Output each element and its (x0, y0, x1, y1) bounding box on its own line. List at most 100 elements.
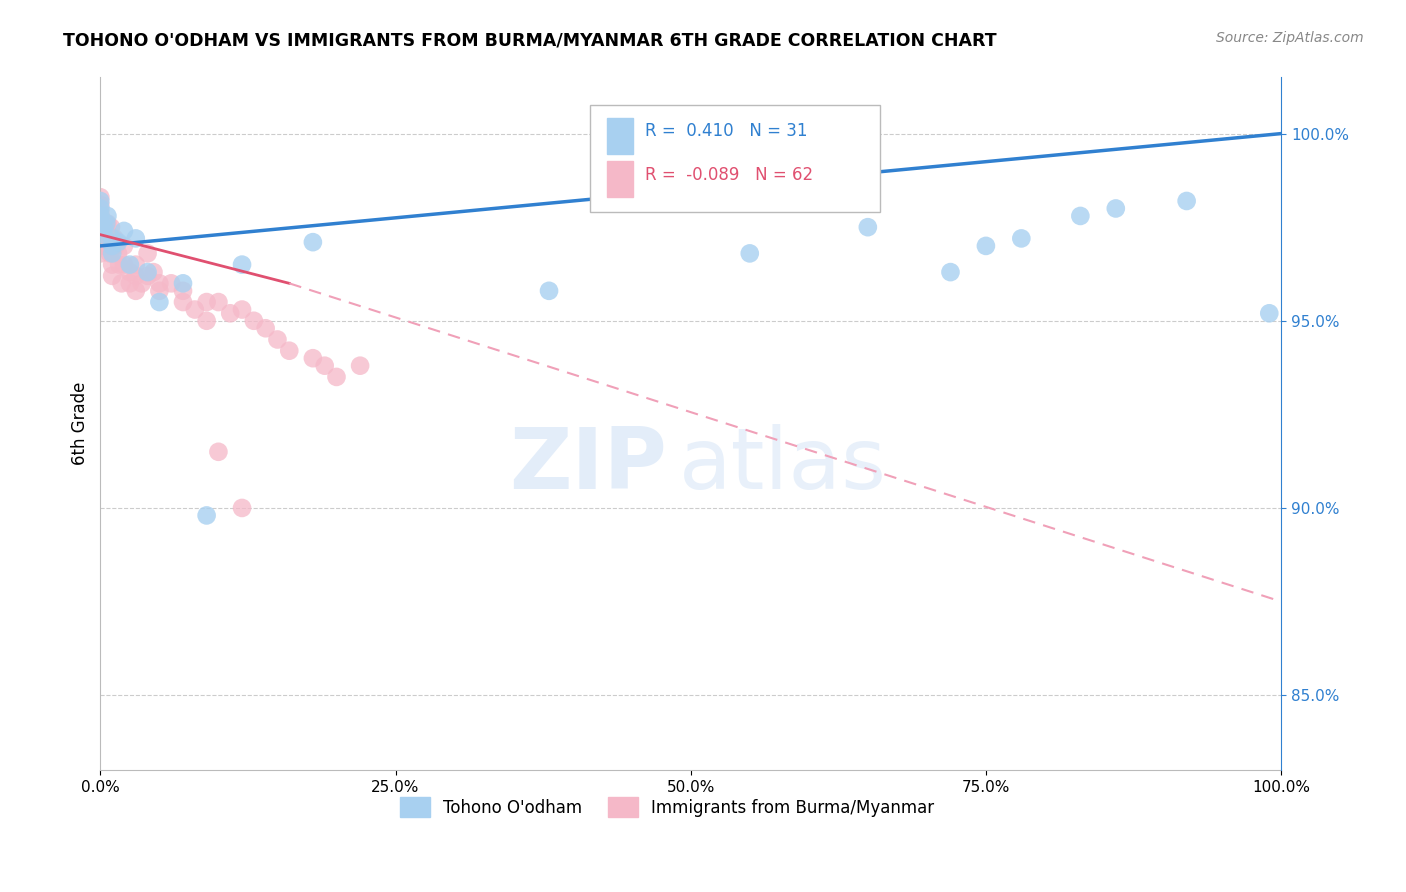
Point (107, 235, 129, 249)
Point (1258, 306, 1281, 320)
Point (89, 209, 111, 223)
Point (172, 284, 194, 298)
Point (96, 216, 118, 230)
Point (96, 216, 118, 230)
Point (131, 277, 153, 291)
Point (89, 231, 111, 245)
Point (101, 239, 124, 253)
Point (100, 220, 122, 235)
Point (738, 246, 761, 260)
Point (172, 277, 194, 291)
Point (231, 302, 253, 317)
Point (148, 277, 170, 291)
Point (142, 265, 165, 279)
Text: ZIP: ZIP (509, 424, 666, 507)
Point (89, 227, 111, 242)
Point (278, 343, 301, 358)
Point (118, 258, 141, 272)
Point (104, 239, 127, 253)
Point (1175, 194, 1198, 208)
Point (207, 444, 229, 458)
Point (94, 235, 117, 249)
Point (136, 246, 159, 260)
Point (219, 306, 242, 320)
Point (974, 239, 997, 253)
Point (101, 246, 124, 260)
Point (112, 224, 135, 238)
Point (98, 239, 121, 253)
Point (96, 209, 118, 223)
Point (107, 246, 129, 260)
Text: R =  0.410   N = 31: R = 0.410 N = 31 (645, 122, 807, 140)
Point (89, 220, 111, 235)
Point (314, 359, 336, 373)
Point (103, 231, 125, 245)
Point (110, 277, 132, 291)
Point (1010, 231, 1032, 245)
Point (89, 202, 111, 216)
Point (96, 239, 118, 253)
Point (89, 198, 111, 212)
Point (148, 295, 170, 310)
Point (125, 258, 148, 272)
Point (89, 216, 111, 230)
Point (195, 314, 218, 328)
Point (89, 239, 111, 253)
Point (172, 295, 194, 310)
Point (1105, 202, 1128, 216)
Point (125, 268, 148, 283)
Point (302, 351, 325, 366)
FancyBboxPatch shape (591, 105, 880, 212)
Point (108, 258, 131, 272)
Point (89, 205, 111, 219)
Point (89, 220, 111, 235)
Point (349, 359, 371, 373)
Y-axis label: 6th Grade: 6th Grade (72, 382, 89, 466)
Point (856, 220, 879, 235)
Point (101, 231, 124, 245)
Text: atlas: atlas (679, 424, 887, 507)
Point (125, 231, 148, 245)
Point (302, 235, 325, 249)
Point (195, 508, 218, 523)
Point (207, 295, 229, 310)
Point (93, 224, 115, 238)
Point (136, 265, 159, 279)
Bar (607, 118, 633, 153)
Point (98, 246, 121, 260)
Point (93, 227, 115, 242)
Point (101, 268, 124, 283)
Point (89, 209, 111, 223)
Point (89, 246, 111, 260)
Point (91, 220, 114, 235)
Text: Source: ZipAtlas.com: Source: ZipAtlas.com (1216, 31, 1364, 45)
Point (325, 370, 347, 384)
Bar (607, 161, 633, 197)
Point (254, 321, 277, 335)
Point (939, 265, 962, 279)
Point (243, 314, 266, 328)
Point (118, 277, 141, 291)
Text: TOHONO O'ODHAM VS IMMIGRANTS FROM BURMA/MYANMAR 6TH GRADE CORRELATION CHART: TOHONO O'ODHAM VS IMMIGRANTS FROM BURMA/… (63, 31, 997, 49)
Point (231, 500, 253, 515)
Point (184, 302, 207, 317)
Point (136, 268, 159, 283)
Point (101, 239, 124, 253)
Point (90, 212, 112, 227)
Point (118, 265, 141, 279)
Point (1069, 209, 1091, 223)
Point (148, 284, 170, 298)
Point (266, 333, 288, 347)
Point (160, 277, 183, 291)
Point (112, 239, 135, 253)
Point (96, 224, 118, 238)
Point (97, 227, 120, 242)
Text: R =  -0.089   N = 62: R = -0.089 N = 62 (645, 166, 813, 184)
Point (125, 284, 148, 298)
Legend: Tohono O'odham, Immigrants from Burma/Myanmar: Tohono O'odham, Immigrants from Burma/My… (394, 790, 941, 824)
Point (93, 220, 115, 235)
Point (89, 194, 111, 208)
Point (89, 190, 111, 204)
Point (101, 258, 124, 272)
Point (195, 295, 218, 310)
